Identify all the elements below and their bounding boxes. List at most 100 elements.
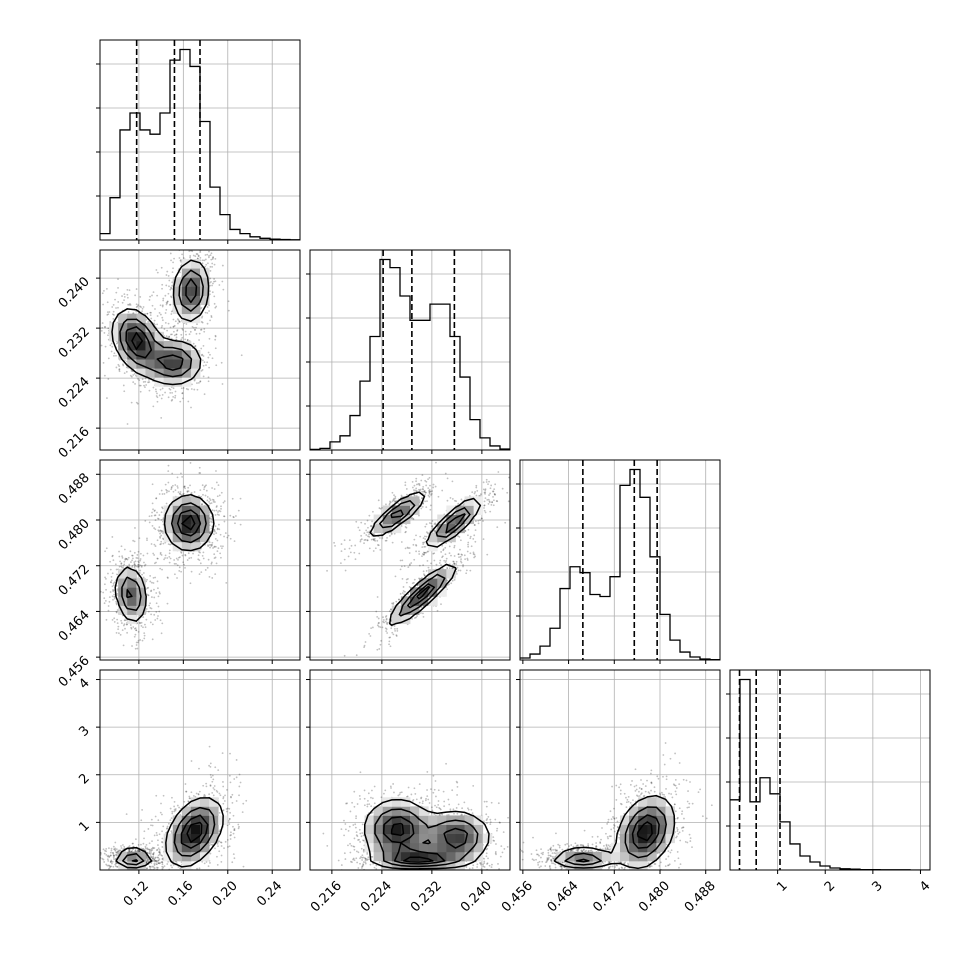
sample-point (126, 558, 129, 561)
sample-point (150, 590, 152, 593)
sample-point (188, 795, 191, 798)
sample-point (227, 534, 230, 537)
density-cell (136, 322, 146, 333)
sample-point (428, 491, 431, 494)
sample-point (169, 252, 172, 255)
sample-point (180, 333, 183, 336)
sample-point (210, 235, 212, 237)
sample-point (206, 496, 209, 498)
sample-point (112, 559, 115, 562)
sample-point (210, 562, 213, 565)
contour-line (125, 278, 198, 371)
sample-point (193, 379, 196, 382)
sample-point (444, 472, 447, 475)
sample-point (404, 484, 407, 487)
density-cell (118, 350, 128, 360)
sample-point (143, 564, 146, 567)
sample-point (111, 555, 114, 558)
sample-point (379, 548, 382, 551)
sample-point (109, 321, 112, 323)
sample-point (146, 552, 149, 555)
sample-point (161, 305, 164, 308)
sample-point (399, 559, 402, 562)
hist-panel-1 (96, 39, 301, 244)
sample-point (185, 790, 188, 793)
sample-point (175, 338, 177, 341)
sample-point (170, 295, 172, 298)
sample-point (138, 384, 141, 387)
sample-point (376, 544, 379, 546)
sample-point (355, 654, 358, 657)
sample-point (203, 259, 206, 262)
sample-point (200, 306, 203, 309)
sample-point (113, 597, 116, 600)
sample-point (166, 302, 168, 305)
sample-point (107, 605, 110, 607)
sample-point (472, 551, 475, 554)
sample-point (201, 321, 204, 324)
sample-point (467, 543, 469, 546)
sample-point (418, 488, 420, 491)
sample-point (211, 262, 214, 265)
sample-point (200, 495, 203, 498)
sample-point (427, 566, 430, 569)
scatter-points (100, 462, 242, 650)
sample-point (169, 388, 172, 391)
sample-point (216, 791, 219, 793)
sample-point (170, 832, 173, 834)
sample-point (360, 521, 363, 524)
sample-point (103, 597, 106, 600)
hist-panel-4 (726, 669, 931, 874)
sample-point (432, 483, 435, 486)
sample-point (111, 595, 114, 598)
sample-point (218, 514, 220, 516)
sample-point (158, 530, 160, 533)
sample-point (367, 526, 369, 529)
sample-point (151, 502, 154, 505)
sample-point (178, 806, 180, 809)
sample-point (137, 630, 140, 633)
sample-point (190, 570, 193, 573)
sample-point (237, 509, 240, 512)
sample-point (415, 477, 418, 480)
contour-lines (111, 259, 210, 386)
sample-point (131, 554, 133, 557)
sample-point (152, 552, 155, 555)
sample-point (421, 505, 424, 508)
sample-point (200, 328, 202, 331)
density-cell (181, 313, 192, 324)
sample-point (214, 538, 217, 540)
sample-point (161, 506, 163, 509)
sample-point (225, 581, 228, 584)
sample-point (480, 517, 483, 520)
sample-point (220, 505, 222, 508)
sample-point (233, 827, 236, 830)
density-cell (446, 532, 456, 543)
sample-point (363, 539, 366, 541)
sample-point (213, 295, 216, 298)
density-cell (181, 541, 192, 552)
sample-point (411, 486, 414, 489)
sample-point (491, 501, 493, 504)
sample-point (135, 288, 138, 290)
sample-point (398, 598, 400, 601)
sample-point (191, 250, 194, 253)
sample-point (460, 558, 462, 561)
sample-point (364, 522, 366, 525)
sample-point (493, 488, 496, 491)
sample-point (404, 531, 407, 534)
sample-point (381, 506, 384, 509)
sample-point (93, 297, 95, 299)
sample-point (193, 326, 195, 329)
sample-point (168, 279, 171, 282)
sample-point (400, 565, 403, 568)
sample-point (206, 312, 209, 314)
sample-point (135, 641, 138, 644)
sample-point (152, 291, 155, 294)
sample-point (425, 570, 428, 572)
sample-point (366, 539, 369, 542)
sample-point (105, 588, 107, 591)
sample-point (229, 838, 232, 840)
sample-point (158, 514, 161, 516)
sample-point (197, 894, 199, 896)
